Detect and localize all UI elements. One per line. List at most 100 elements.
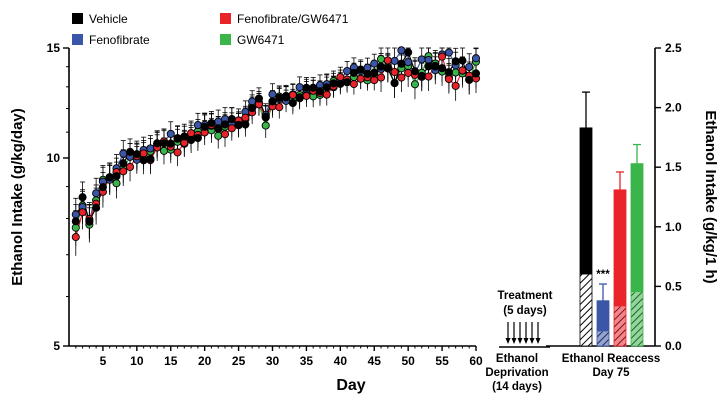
data-point-vehicle [254, 94, 263, 103]
bar-hatched-tint-gw6471 [631, 292, 643, 346]
data-point-fenofibrate [146, 144, 155, 153]
x-tick-label-20: 20 [198, 354, 212, 368]
data-point-vehicle [159, 139, 169, 148]
data-point-fenofibrate-gw6471 [356, 74, 365, 83]
data-point-vehicle [153, 139, 162, 148]
legend-label-vehicle: Vehicle [89, 12, 128, 26]
data-point-gw6471 [214, 131, 223, 140]
data-point-fenofibrate [397, 46, 406, 55]
y-tick-label-right: 1.5 [665, 160, 682, 174]
y-tick-label-right: 2.0 [665, 101, 682, 115]
data-point-vehicle [180, 132, 189, 141]
data-point-vehicle [438, 64, 447, 73]
data-point-vehicle [146, 154, 155, 163]
data-point-fenofibrate-gw6471 [322, 90, 331, 99]
data-point-vehicle [207, 118, 216, 128]
data-point-vehicle [322, 83, 331, 92]
data-point-fenofibrate [417, 55, 426, 64]
data-point-vehicle [98, 183, 107, 192]
data-point-vehicle [410, 67, 420, 76]
deprivation-line-3: (14 days) [492, 381, 542, 393]
data-point-vehicle [220, 120, 230, 129]
treatment-arrow-head [529, 338, 535, 344]
data-point-vehicle [444, 68, 453, 77]
bar-hatched-tint-fenofibrate [597, 331, 609, 346]
data-point-vehicle [288, 98, 297, 108]
treatment-arrow-head [511, 338, 517, 344]
data-point-fenofibrate-gw6471 [376, 73, 386, 82]
data-point-fenofibrate-gw6471 [187, 129, 196, 138]
legend-swatch-gw6471 [220, 34, 231, 45]
data-point-vehicle [275, 93, 284, 102]
data-point-vehicle [119, 159, 128, 168]
data-point-fenofibrate-gw6471 [275, 103, 284, 112]
data-point-vehicle [336, 79, 345, 88]
data-point-fenofibrate-gw6471 [139, 149, 148, 158]
data-point-fenofibrate-gw6471 [370, 76, 379, 85]
data-point-fenofibrate-gw6471 [458, 66, 467, 75]
data-point-fenofibrate [295, 83, 304, 92]
data-point-fenofibrate [71, 210, 80, 219]
bar-fenofibrate-gw6471 [614, 189, 626, 307]
data-point-vehicle [71, 217, 80, 226]
data-point-gw6471 [159, 146, 169, 155]
data-point-fenofibrate [119, 149, 128, 158]
data-point-fenofibrate-gw6471 [397, 73, 406, 82]
data-point-vehicle [424, 62, 433, 71]
data-point-fenofibrate-gw6471 [220, 130, 230, 139]
x-tick-label-40: 40 [334, 354, 348, 368]
x-tick-label-55: 55 [435, 354, 449, 368]
y-axis-label-right: Ethanol Intake (g/kg/1 h) [702, 110, 719, 283]
legend-label-fenofibrate: Fenofibrate [89, 33, 150, 47]
data-point-gw6471 [261, 121, 270, 130]
data-point-vehicle [356, 65, 365, 74]
data-point-fenofibrate [214, 117, 223, 126]
legend: Vehicle Fenofibrate Fenofibrate/GW6471 G… [72, 12, 349, 47]
deprivation-line-1: Ethanol [496, 353, 538, 365]
x-tick-label-5: 5 [100, 354, 107, 368]
data-point-vehicle [302, 83, 311, 92]
data-point-fenofibrate-gw6471 [227, 124, 236, 133]
data-point-fenofibrate [193, 121, 202, 130]
data-point-vehicle [295, 93, 304, 102]
data-point-fenofibrate-gw6471 [336, 73, 345, 82]
data-point-fenofibrate-gw6471 [173, 148, 182, 157]
data-point-fenofibrate-gw6471 [451, 81, 460, 90]
data-point-fenofibrate-gw6471 [444, 74, 453, 84]
x-tick-label-60: 60 [469, 354, 483, 368]
legend-swatch-vehicle [72, 13, 83, 24]
x-tick-label-35: 35 [300, 354, 314, 368]
data-point-vehicle [234, 120, 243, 129]
data-point-vehicle [376, 62, 386, 71]
data-point-vehicle [458, 56, 467, 65]
data-point-gw6471 [451, 68, 460, 77]
data-point-vehicle [132, 150, 141, 159]
data-point-vehicle [261, 112, 270, 121]
data-point-vehicle [390, 78, 399, 88]
data-point-vehicle [187, 135, 196, 145]
data-point-fenofibrate [370, 59, 379, 68]
x-tick-label-15: 15 [164, 354, 178, 368]
data-point-vehicle [417, 71, 426, 80]
data-point-fenofibrate [92, 189, 101, 198]
bar-fenofibrate [597, 300, 609, 332]
data-point-vehicle [343, 78, 352, 87]
data-point-fenofibrate [268, 90, 277, 99]
data-point-vehicle [227, 114, 236, 124]
data-point-vehicle [465, 75, 474, 84]
data-point-fenofibrate [404, 58, 413, 67]
data-point-fenofibrate-gw6471 [288, 90, 297, 100]
data-point-fenofibrate-gw6471 [241, 113, 250, 122]
treatment-label: Treatment [498, 290, 553, 302]
data-point-fenofibrate [390, 56, 399, 65]
deprivation-line-2: Deprivation [485, 367, 548, 379]
treatment-duration: (5 days) [503, 305, 547, 317]
legend-swatch-fenofibrate [72, 34, 83, 45]
x-tick-label-10: 10 [130, 354, 144, 368]
data-point-vehicle [349, 68, 358, 77]
data-point-gw6471 [376, 55, 386, 64]
data-point-vehicle [329, 79, 338, 88]
treatment-arrow-head [523, 338, 529, 344]
data-point-fenofibrate-gw6471 [383, 56, 392, 65]
